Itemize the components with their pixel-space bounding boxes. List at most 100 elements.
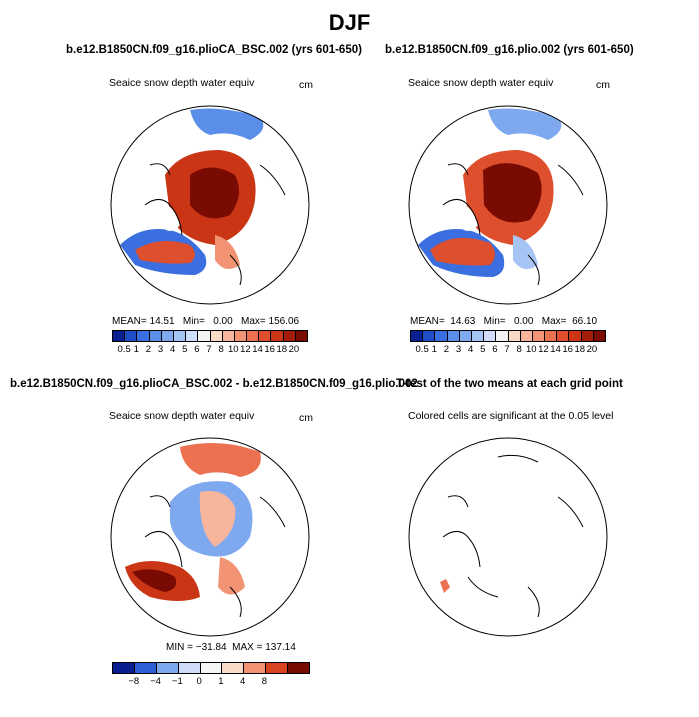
colorbar-swatch bbox=[532, 331, 546, 341]
colorbar-swatch bbox=[423, 331, 436, 341]
colorbar-swatch bbox=[508, 331, 521, 341]
colorbar-swatch bbox=[295, 331, 307, 341]
panel2-var-title: Seaice snow depth water equiv bbox=[408, 77, 554, 89]
panel1-stats: MEAN= 14.51 Min= 0.00 Max= 156.06 bbox=[112, 316, 300, 327]
colorbar-tick-label: 5 bbox=[480, 344, 486, 355]
colorbar-tick-label: −1 bbox=[171, 676, 183, 687]
colorbar-tick-label: 8 bbox=[218, 344, 224, 355]
colorbar-swatch bbox=[137, 331, 150, 341]
panel1-units: cm bbox=[299, 79, 313, 91]
colorbar-swatch bbox=[156, 663, 179, 673]
panel1-var-title: Seaice snow depth water equiv bbox=[109, 77, 255, 89]
colorbar-tick-label: 18 bbox=[276, 344, 288, 355]
colorbar-tick-label: 14 bbox=[252, 344, 263, 355]
colorbar-swatch bbox=[198, 331, 211, 341]
colorbar-swatch bbox=[471, 331, 485, 341]
colorbar-swatch bbox=[459, 331, 472, 341]
colorbar-tick-label: 12 bbox=[240, 344, 251, 355]
colorbar-swatch bbox=[411, 331, 424, 341]
panel2-coast bbox=[442, 163, 584, 286]
colorbar-swatch bbox=[173, 331, 187, 341]
colorbar-tick-label: 7 bbox=[206, 344, 212, 355]
panel3-map-border bbox=[110, 437, 310, 637]
colorbar-tick-label: 20 bbox=[586, 344, 598, 355]
panel2-shade-barents bbox=[513, 235, 538, 269]
colorbar-tick-label: 2 bbox=[443, 344, 450, 355]
colorbar-tick-label: −4 bbox=[150, 676, 161, 687]
colorbar-tick-label: 4 bbox=[240, 676, 246, 687]
colorbar-swatch bbox=[569, 331, 582, 341]
panel4-significant-cell bbox=[440, 579, 450, 593]
colorbar-tick-label: 0 bbox=[196, 676, 202, 687]
colorbar-swatch bbox=[210, 331, 223, 341]
panel3-var-title: Seaice snow depth water equiv bbox=[109, 410, 255, 422]
colorbar-swatch bbox=[247, 331, 260, 341]
colorbar-tick-label: 10 bbox=[227, 344, 239, 355]
colorbar-swatch bbox=[113, 331, 126, 341]
colorbar-swatch bbox=[149, 331, 162, 341]
panel2-colorbar-labels: 0.5 1 2 3 4 5 6 7 8 10 12 14 16 18 20 bbox=[410, 344, 604, 356]
colorbar-tick-label: 10 bbox=[525, 344, 537, 355]
panel4-coast bbox=[442, 454, 584, 618]
colorbar-swatch bbox=[178, 663, 201, 673]
page-title: DJF bbox=[328, 10, 371, 35]
colorbar-swatch bbox=[581, 331, 594, 341]
panel3-polar-map bbox=[110, 437, 310, 637]
colorbar-swatch bbox=[545, 331, 558, 341]
panel2-shade-pacific bbox=[488, 108, 562, 140]
colorbar-swatch bbox=[161, 331, 174, 341]
colorbar-tick-label: 0.5 bbox=[117, 344, 131, 355]
colorbar-tick-label: 12 bbox=[538, 344, 549, 355]
colorbar-swatch bbox=[593, 331, 605, 341]
colorbar-tick-label: 14 bbox=[550, 344, 561, 355]
colorbar-swatch bbox=[125, 331, 138, 341]
panel4-case-title: T-test of the two means at each grid poi… bbox=[396, 378, 623, 390]
panel4-var-title: Colored cells are significant at the 0.0… bbox=[408, 410, 614, 422]
panel2-case-title: b.e12.B1850CN.f09_g16.plio.002 (yrs 601-… bbox=[385, 44, 634, 56]
panel1-colorbar bbox=[112, 330, 308, 342]
panel3-coast bbox=[144, 495, 286, 618]
panel2-units: cm bbox=[596, 79, 610, 91]
colorbar-tick-label: 4 bbox=[467, 344, 474, 355]
panel2-shade-greenland bbox=[456, 204, 478, 231]
colorbar-tick-label: 16 bbox=[562, 344, 573, 355]
colorbar-tick-label: 3 bbox=[455, 344, 462, 355]
colorbar-swatch bbox=[283, 331, 296, 341]
colorbar-tick-label: 7 bbox=[504, 344, 510, 355]
colorbar-swatch bbox=[259, 331, 272, 341]
colorbar-tick-label: 4 bbox=[169, 344, 176, 355]
colorbar-tick-label: −8 bbox=[128, 676, 140, 687]
panel2-polar-map bbox=[408, 105, 608, 305]
colorbar-tick-label: 3 bbox=[157, 344, 164, 355]
panel1-shade-pacific bbox=[190, 108, 264, 140]
panel1-coast bbox=[144, 163, 286, 286]
panel3-shade-pacific bbox=[180, 443, 261, 477]
colorbar-tick-label: 1 bbox=[133, 344, 139, 355]
colorbar-swatch bbox=[271, 331, 284, 341]
panel3-shade-central-pink bbox=[199, 491, 236, 547]
colorbar-swatch bbox=[496, 331, 509, 341]
colorbar-swatch bbox=[200, 663, 223, 673]
panel1-map-border bbox=[110, 105, 310, 305]
colorbar-swatch bbox=[557, 331, 570, 341]
colorbar-tick-label: 16 bbox=[264, 344, 275, 355]
colorbar-tick-label: 8 bbox=[516, 344, 522, 355]
panel3-units: cm bbox=[299, 412, 313, 424]
panel1-shade-barents bbox=[215, 235, 240, 269]
colorbar-tick-label: 6 bbox=[492, 344, 498, 355]
panel2-stats: MEAN= 14.63 Min= 0.00 Max= 66.10 bbox=[410, 316, 598, 327]
colorbar-tick-label: 8 bbox=[261, 676, 268, 687]
colorbar-tick-label: 1 bbox=[218, 676, 224, 687]
panel3-stats: MIN = −31.84 MAX = 137.14 bbox=[166, 642, 296, 653]
panel1-case-title: b.e12.B1850CN.f09_g16.plioCA_BSC.002 (yr… bbox=[66, 44, 362, 56]
colorbar-swatch bbox=[435, 331, 448, 341]
panel1-polar-map bbox=[110, 105, 310, 305]
panel3-shade-greenland bbox=[158, 534, 180, 561]
colorbar-swatch bbox=[484, 331, 497, 341]
colorbar-swatch bbox=[186, 331, 199, 341]
panel1-shade-greenland bbox=[158, 204, 180, 231]
colorbar-tick-label: 18 bbox=[574, 344, 586, 355]
colorbar-swatch bbox=[234, 331, 248, 341]
colorbar-swatch bbox=[447, 331, 460, 341]
panel1-colorbar-labels: 0.5 1 2 3 4 5 6 7 8 10 12 14 16 18 20 bbox=[112, 344, 306, 356]
